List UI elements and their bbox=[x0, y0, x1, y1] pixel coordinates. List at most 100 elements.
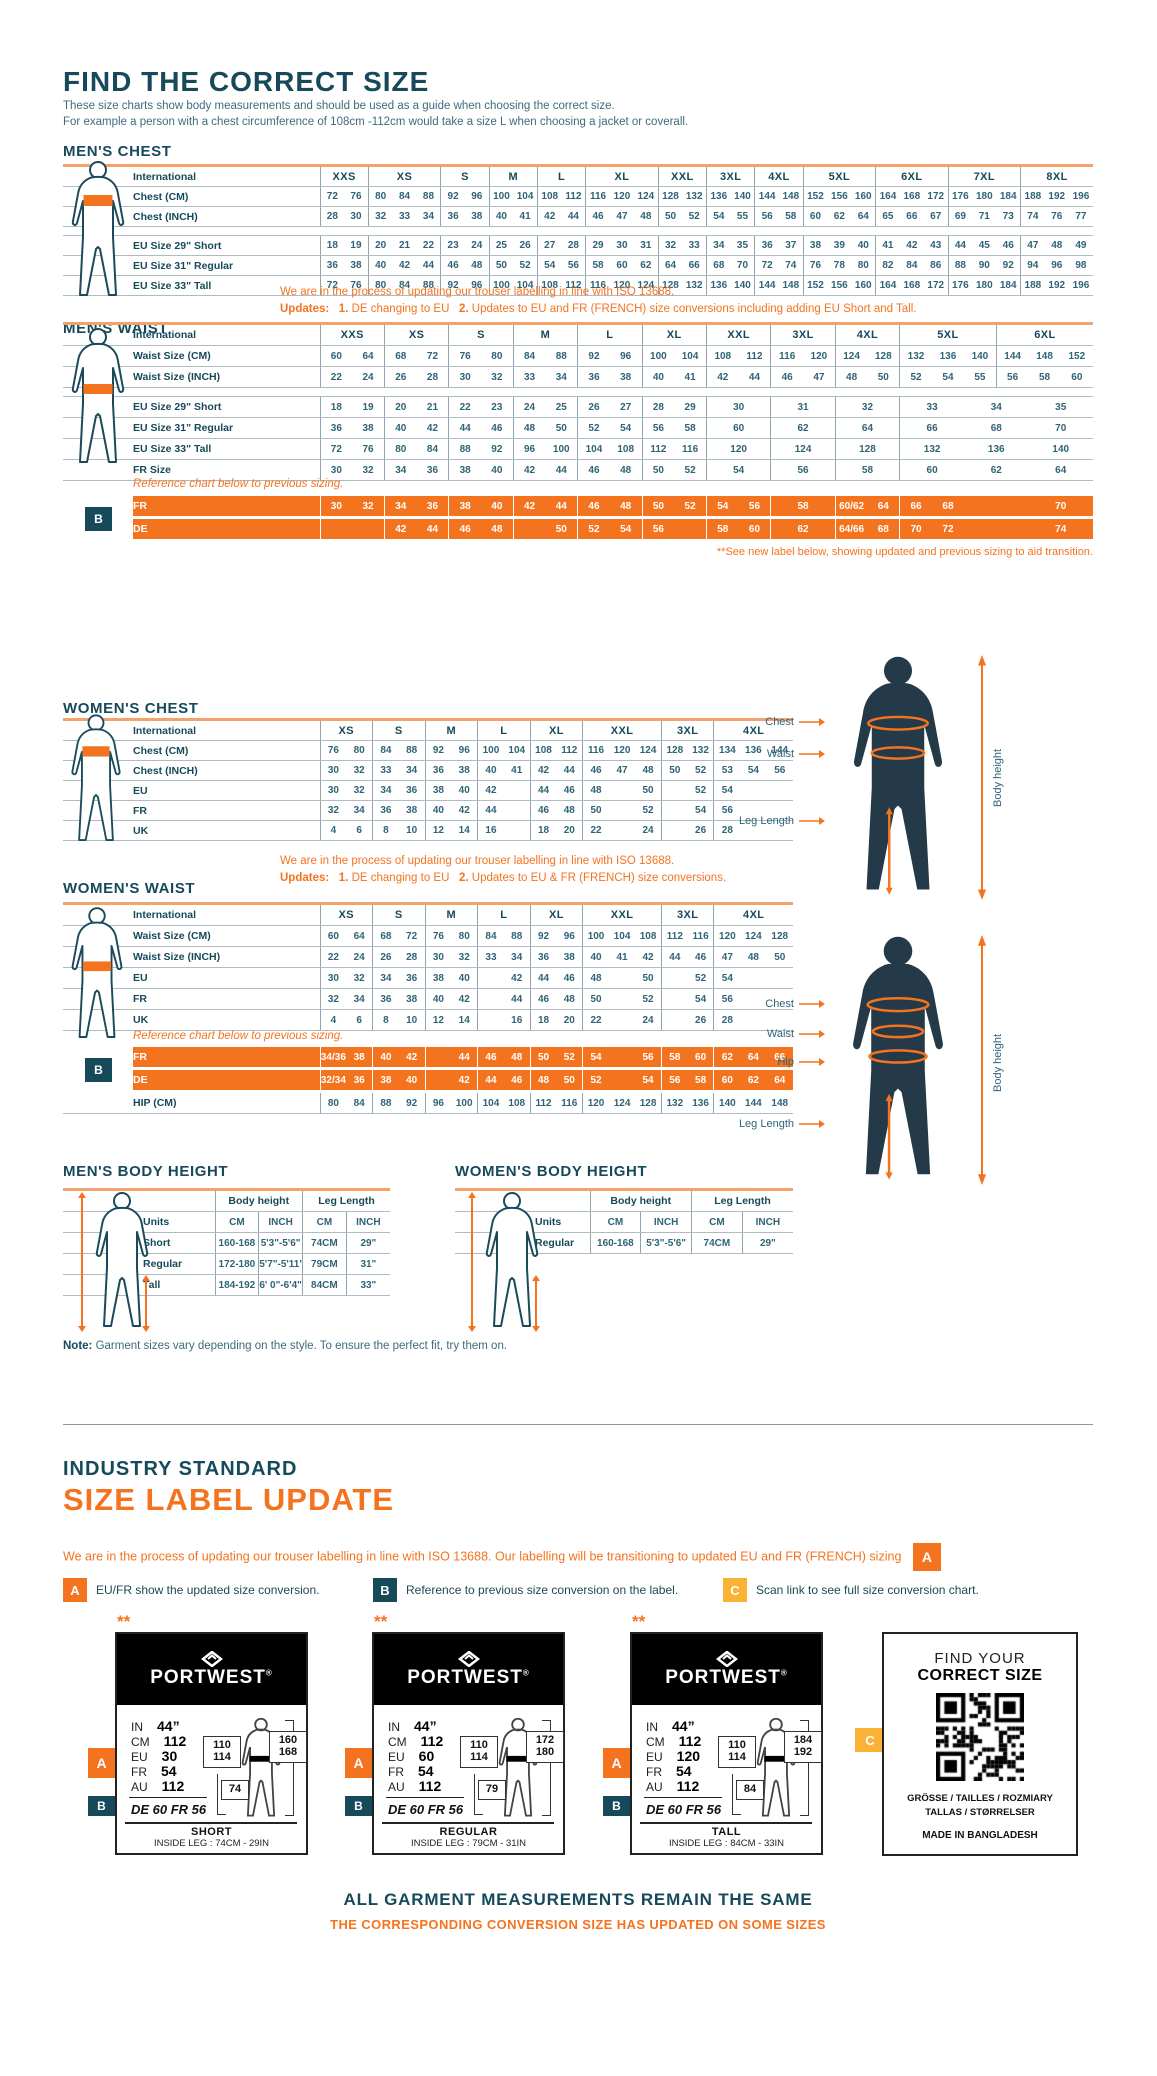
size-cell bbox=[766, 820, 793, 841]
size-cell: 64 bbox=[1028, 459, 1093, 481]
size-cell bbox=[766, 967, 793, 989]
size-cell: 104 bbox=[477, 1091, 504, 1114]
size-cell: 92 bbox=[440, 275, 465, 296]
size-cell: 184 bbox=[996, 186, 1021, 207]
size-cell: 132 bbox=[682, 275, 707, 296]
size-col-header: XS bbox=[383, 323, 449, 346]
size-cell: 24 bbox=[635, 1009, 662, 1031]
qr-code[interactable] bbox=[936, 1693, 1024, 1781]
divider bbox=[129, 1797, 207, 1798]
brand-name: PORTWEST® bbox=[665, 1666, 788, 1688]
size-cell: 6 bbox=[346, 1009, 373, 1031]
size-cell: 34 bbox=[416, 206, 441, 227]
size-col-header: M bbox=[424, 903, 478, 926]
badge-a-inline: A bbox=[912, 1543, 941, 1571]
size-cell: 33 bbox=[392, 206, 417, 227]
size-cell: 24 bbox=[635, 820, 662, 841]
size-cell: 27 bbox=[536, 235, 562, 256]
label-waist: Waist bbox=[766, 1028, 794, 1040]
size-cell: 192 bbox=[1044, 186, 1069, 207]
size-cell bbox=[740, 800, 767, 821]
spec-cm: CM 112 bbox=[388, 1733, 444, 1749]
size-cell: 48 bbox=[512, 417, 546, 439]
size-cell: 46 bbox=[556, 780, 583, 801]
size-cell: 94 bbox=[1020, 255, 1045, 276]
size-cell: 38 bbox=[448, 459, 482, 481]
size-cell: 196 bbox=[1068, 186, 1093, 207]
qr-languages-1: GRÖSSE / TAILLES / ROZMIARY bbox=[907, 1793, 1053, 1804]
size-cell bbox=[503, 780, 531, 801]
previous-sizing-text: DE 60 FR 56 bbox=[131, 1802, 207, 1817]
label-leg-length: Leg Length bbox=[738, 815, 794, 827]
female-waist-label: Waist bbox=[680, 1028, 825, 1040]
badge-c-qr: C bbox=[855, 1728, 885, 1752]
size-col-header: XS bbox=[319, 719, 373, 741]
size-cell: 20 bbox=[556, 1009, 583, 1031]
size-cell: 33 bbox=[682, 235, 707, 256]
size-cell: 42 bbox=[392, 255, 417, 276]
update-1-num: 1. bbox=[338, 303, 349, 315]
size-cell: 196 bbox=[1068, 275, 1093, 296]
size-cell: 88 bbox=[448, 438, 482, 460]
size-cell: 44 bbox=[738, 366, 771, 388]
portwest-logo: PORTWEST® bbox=[117, 1634, 306, 1705]
size-cell: 120 bbox=[608, 740, 636, 761]
size-cell: 108 bbox=[536, 275, 562, 296]
size-cell: 24 bbox=[346, 946, 373, 968]
size-cell: 4 bbox=[319, 1009, 347, 1031]
size-cell: 62 bbox=[770, 517, 836, 542]
size-cell: 136 bbox=[705, 186, 731, 207]
size-cell: 128 bbox=[657, 186, 683, 207]
size-cell: 44 bbox=[416, 517, 449, 542]
measure-cell: 84CM bbox=[302, 1274, 347, 1296]
size-cell: 31 bbox=[770, 396, 836, 418]
size-cell: 36 bbox=[372, 988, 399, 1010]
size-cell: 48 bbox=[464, 255, 490, 276]
size-cell: 45 bbox=[972, 235, 997, 256]
size-cell: 136 bbox=[687, 1091, 714, 1114]
badge-a-card: A bbox=[603, 1748, 630, 1778]
size-cell: 80 bbox=[481, 345, 514, 367]
size-col-header: XL bbox=[585, 165, 659, 187]
size-cell bbox=[608, 1009, 636, 1031]
mens-waist-updates-note: Updates: 1. DE changing to EU 2. Updates… bbox=[280, 303, 916, 315]
measure-cell: 184-192 bbox=[214, 1274, 259, 1296]
size-col-header: XL bbox=[641, 323, 707, 346]
size-cell: 92 bbox=[529, 925, 557, 947]
size-cell: 112 bbox=[556, 740, 583, 761]
size-cell: 24 bbox=[352, 366, 385, 388]
intro-line-2: For example a person with a chest circum… bbox=[63, 116, 689, 128]
size-cell: 38 bbox=[352, 417, 385, 439]
size-cell: 10 bbox=[398, 820, 426, 841]
size-cell: 30 bbox=[609, 235, 635, 256]
size-cell: 40 bbox=[477, 760, 504, 781]
size-cell: 100 bbox=[451, 1091, 478, 1114]
size-cell: 42 bbox=[512, 496, 546, 519]
row-label: DE bbox=[63, 517, 320, 542]
spec-eu: EU 30 bbox=[131, 1748, 178, 1764]
size-cell: 44 bbox=[477, 800, 504, 821]
size-cell: 86 bbox=[923, 255, 949, 276]
garment-note: Note: Garment sizes vary depending on th… bbox=[63, 1340, 507, 1352]
size-cell: 92 bbox=[440, 186, 465, 207]
size-cell: 48 bbox=[503, 1047, 531, 1070]
size-cell: 34 bbox=[503, 946, 531, 968]
size-cell: 100 bbox=[488, 186, 514, 207]
divider bbox=[125, 1822, 297, 1824]
size-cell: 38 bbox=[556, 946, 583, 968]
qr-correct-size: CORRECT SIZE bbox=[917, 1667, 1043, 1684]
size-cell: 30 bbox=[319, 459, 353, 481]
size-cell: 36 bbox=[577, 366, 610, 388]
size-cell: 41 bbox=[674, 366, 707, 388]
size-cell: 144 bbox=[754, 186, 779, 207]
size-cell: 132 bbox=[660, 1091, 688, 1114]
size-cell: 92 bbox=[481, 438, 514, 460]
size-cell: 76 bbox=[344, 186, 369, 207]
size-cell: 88 bbox=[372, 1091, 399, 1114]
portwest-diamond-icon bbox=[457, 1650, 480, 1667]
size-cell: 108 bbox=[705, 345, 739, 367]
size-cell: 52 bbox=[556, 1047, 583, 1070]
size-cell: 44 bbox=[545, 496, 578, 519]
size-cell: 42 bbox=[451, 988, 478, 1010]
size-cell: 34 bbox=[705, 235, 731, 256]
